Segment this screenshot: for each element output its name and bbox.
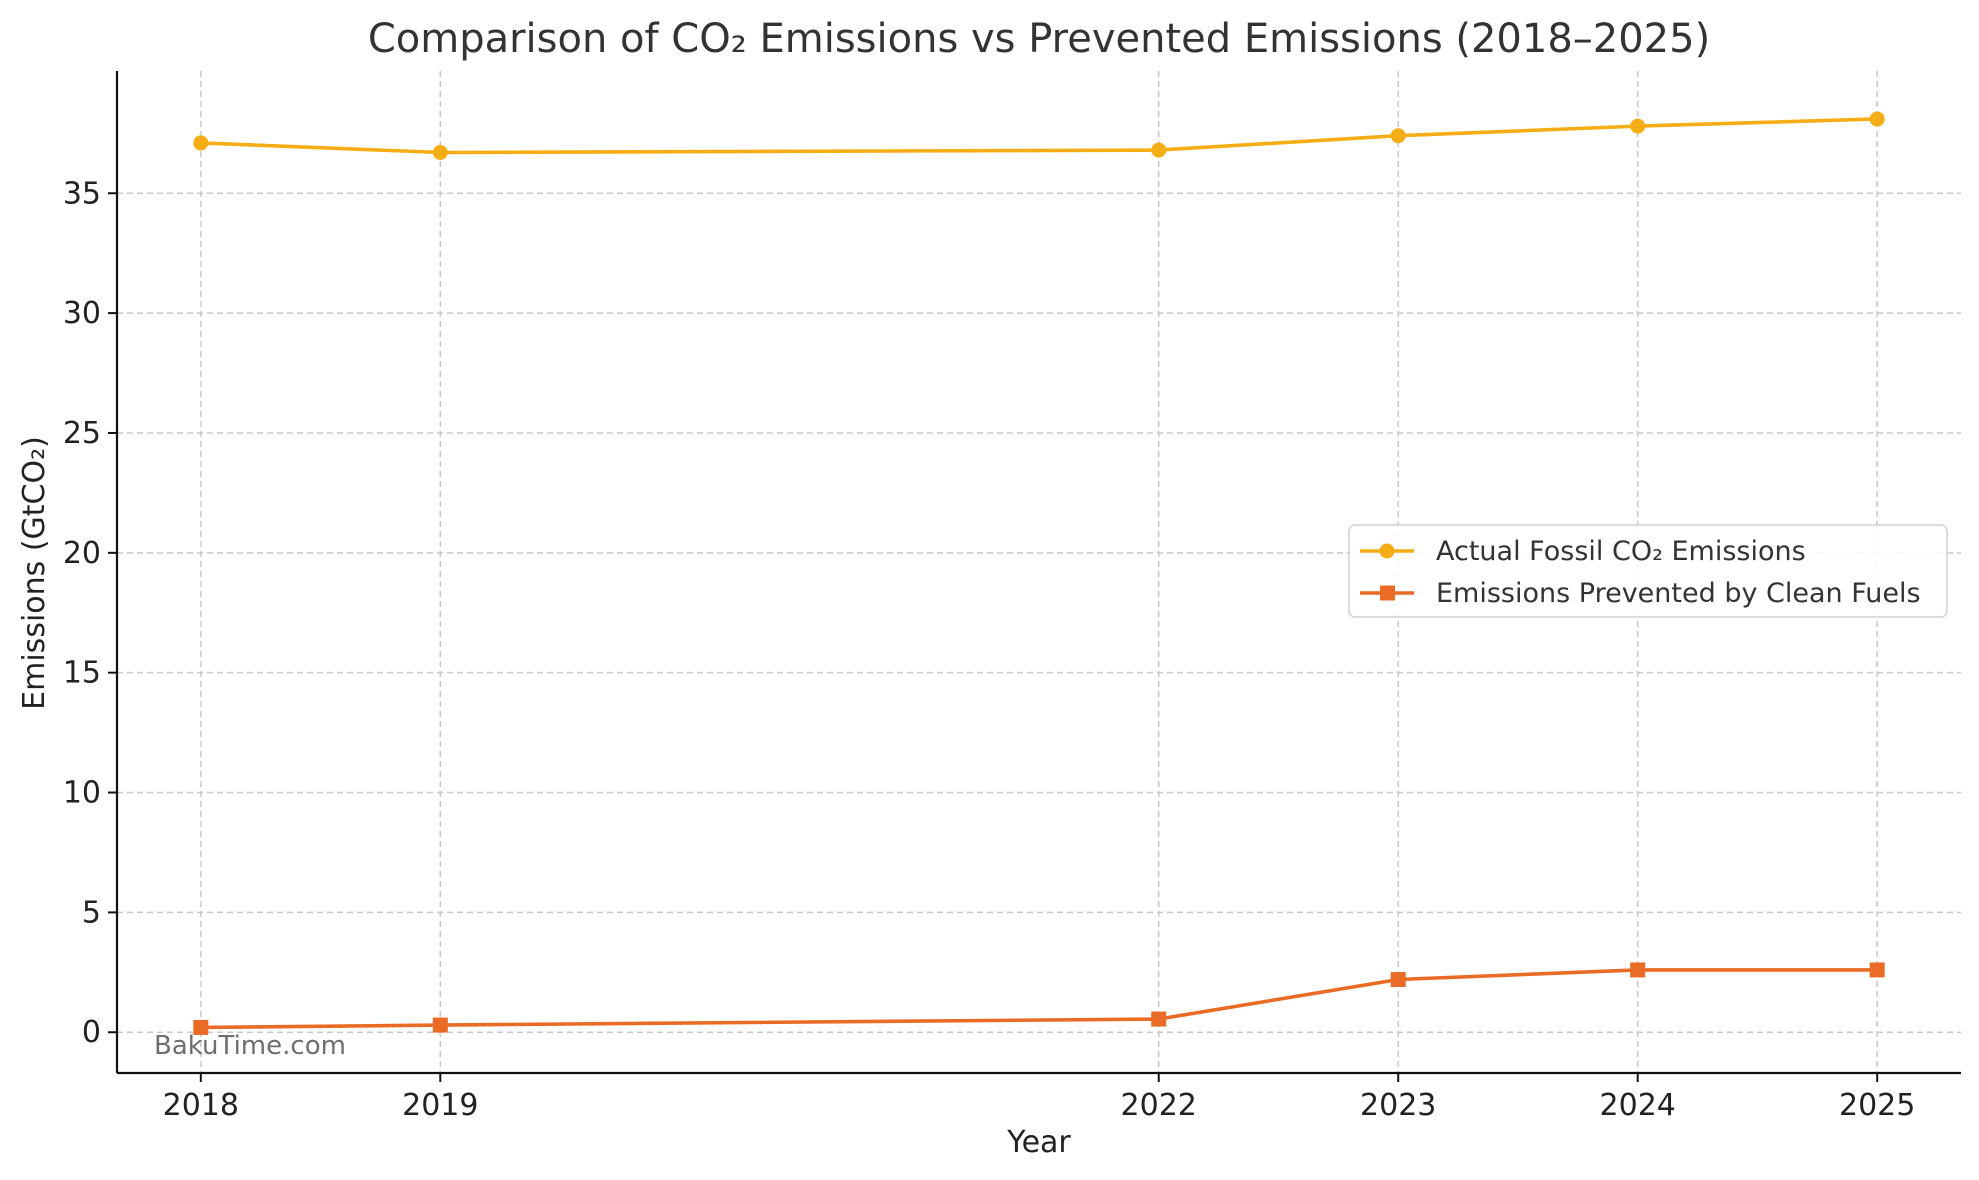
legend-item-prevented-emissions: Emissions Prevented by Clean Fuels [1360, 578, 1921, 609]
actual-emissions-point [1151, 142, 1167, 158]
series-layer [193, 111, 1885, 1035]
x-tick-label: 2022 [1121, 1088, 1197, 1123]
axes [115, 71, 1961, 1075]
x-axis-label: Year [1006, 1125, 1071, 1160]
legend-square-marker [1380, 585, 1395, 601]
x-tick-label: 2019 [402, 1088, 478, 1123]
legend-circle-marker [1379, 543, 1395, 559]
actual-emissions-point [1390, 128, 1406, 144]
y-tick-label: 15 [63, 656, 101, 691]
x-tick-label: 2018 [163, 1088, 239, 1123]
legend-box [1348, 524, 1948, 618]
actual-emissions-point [193, 135, 209, 151]
y-tick-label: 5 [82, 895, 101, 930]
x-tick-label: 2024 [1600, 1088, 1676, 1123]
legend-label: Emissions Prevented by Clean Fuels [1436, 578, 1921, 609]
series-prevented-emissions [193, 962, 1885, 1035]
legend-label: Actual Fossil CO₂ Emissions [1436, 536, 1806, 567]
actual-emissions-line [200, 117, 1878, 155]
x-tick-label: 2025 [1839, 1088, 1915, 1123]
prevented-emissions-point [1869, 962, 1885, 978]
y-tick-label: 10 [63, 776, 101, 811]
prevented-emissions-point [1390, 972, 1406, 988]
prevented-emissions-point [193, 1019, 209, 1035]
legend-item-actual-emissions: Actual Fossil CO₂ Emissions [1360, 536, 1806, 567]
actual-emissions-point [1869, 111, 1885, 127]
actual-emissions-point [1630, 118, 1646, 134]
prevented-emissions-point [1630, 962, 1646, 978]
y-tick-label: 35 [63, 176, 101, 211]
y-tick-label: 30 [63, 296, 101, 331]
prevented-emissions-point [1151, 1011, 1167, 1027]
prevented-emissions-point [432, 1017, 448, 1033]
actual-emissions-point [432, 145, 448, 161]
chart-title: Comparison of CO₂ Emissions vs Prevented… [368, 16, 1710, 62]
y-tick-label: 25 [63, 416, 101, 451]
x-tick-label: 2023 [1360, 1088, 1436, 1123]
y-axis-label: Emissions (GtCO₂) [17, 436, 52, 710]
watermark-text: BakuTime.com [154, 1031, 346, 1061]
prevented-emissions-line [200, 968, 1878, 1030]
series-actual-emissions [193, 111, 1885, 161]
legend: Actual Fossil CO₂ Emissions Emissions Pre… [1348, 524, 1948, 618]
y-tick-label: 20 [63, 536, 101, 571]
y-tick-label: 0 [82, 1015, 101, 1050]
